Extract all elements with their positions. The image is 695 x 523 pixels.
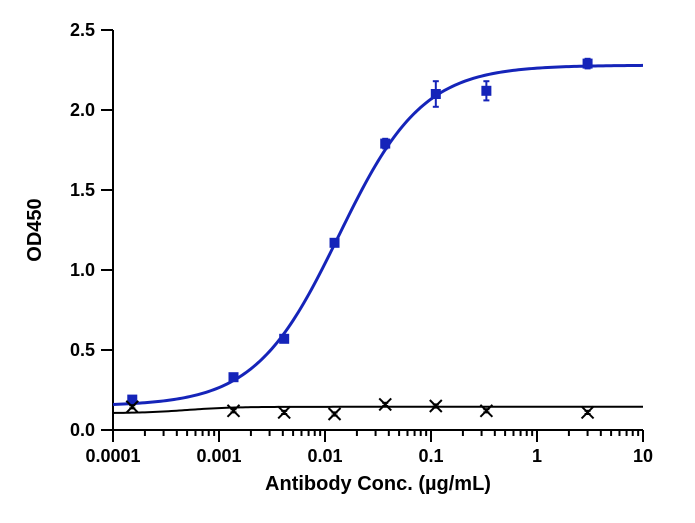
data-point-square [228,372,238,382]
x-tick-label: 0.1 [418,446,443,466]
x-tick-label: 10 [633,446,653,466]
data-point-square [330,238,340,248]
y-axis-label: OD450 [24,198,46,261]
x-tick-label: 0.01 [307,446,342,466]
x-tick-label: 0.0001 [85,446,140,466]
series-curve-sample [113,65,643,404]
y-tick-label: 2.0 [70,100,95,120]
x-axis-label: Antibody Conc. (µg/mL) [265,473,491,495]
chart-container: 0.0 0.5 1.0 1.5 2.0 2.5 0.0001 0.001 0.01 0.1 1 10 O… [0,0,695,523]
data-point-square [481,86,491,96]
x-tick-label: 0.001 [196,446,241,466]
y-tick-label: 0.0 [70,420,95,440]
y-tick-label: 1.5 [70,180,95,200]
series-curve-control [113,407,643,413]
y-tick-label: 0.5 [70,340,95,360]
chart-svg: 0.0 0.5 1.0 1.5 2.0 2.5 0.0001 0.001 0.01 0.1 1 10 O… [0,0,695,523]
y-tick-label: 2.5 [70,20,95,40]
x-tick-label: 1 [532,446,542,466]
data-point-square [583,59,593,69]
data-point-square [279,334,289,344]
data-point-square [380,139,390,149]
data-point-square [431,89,441,99]
y-tick-label: 1.0 [70,260,95,280]
